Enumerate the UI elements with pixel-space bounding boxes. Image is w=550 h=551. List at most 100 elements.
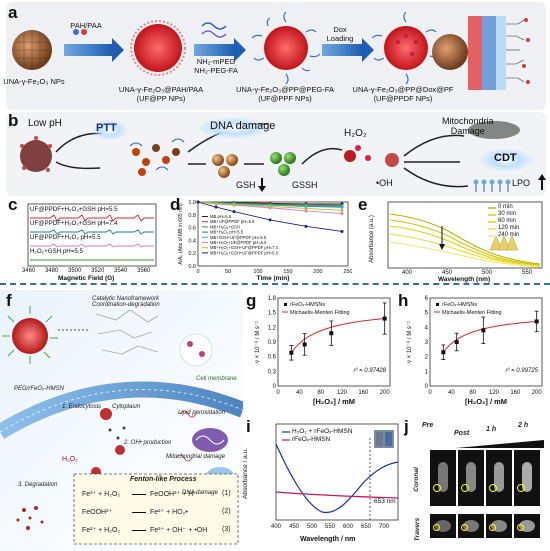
panel-label-c: c xyxy=(8,195,18,214)
svg-text:650: 650 xyxy=(361,524,372,530)
mri-coronal-post xyxy=(458,450,484,506)
g-fit-curve xyxy=(290,318,385,354)
e-xtick-3: 550 xyxy=(522,270,533,276)
h-legend-marker xyxy=(436,303,439,306)
epr-xtick-1: 3480 xyxy=(45,268,59,274)
f-reaction-1-n: (1) xyxy=(222,490,231,497)
panel-label-f: f xyxy=(6,291,12,310)
d-series-line-7 xyxy=(197,201,343,232)
g-plot-frame xyxy=(277,297,391,387)
f-endocytosis: 1. Endocytosis xyxy=(62,404,102,410)
h-xtick-2: 80 xyxy=(469,390,476,396)
step-label-2: NH₂-mPEG NH₂-PEG-FA xyxy=(194,57,238,75)
uf-ppdf-np xyxy=(384,26,428,70)
np-label-3: UNA-γ-Fe₂O₃@PP@PEG-FA (UF@PPF NPs) xyxy=(236,85,334,103)
g-ytick-6: 1.8 xyxy=(268,296,277,302)
f-reaction-3-rhs: Fe³⁺ + OH⁻ + •OH xyxy=(150,527,208,534)
e-xtick-1: 450 xyxy=(442,270,453,276)
h-legend-0: rFeOₓ-HMSNs xyxy=(442,302,477,308)
i-ylabel: Absorbance / a.u. xyxy=(241,448,249,499)
mri-trans-1h xyxy=(486,514,512,538)
h-ytick-2: 2 xyxy=(425,355,429,361)
fenton-reaction-box xyxy=(73,473,239,545)
j-2h: 2 h xyxy=(518,422,529,429)
h-ylabel: v × 10⁻⁸ / M s⁻¹ xyxy=(406,321,413,363)
h-ytick-1: 1 xyxy=(425,369,429,375)
d-series-line-4 xyxy=(197,201,343,207)
mb-degradation-chart: 0.0 0.2 0.4 0.6 0.8 1.0 0 50 100 150 200 250 Time (m… xyxy=(178,200,352,282)
np-label-4: UNA-γ-Fe₂O₃@PP@Dox@PF (UF@PPDF NPs) xyxy=(352,85,454,103)
legend-e-3: 120 min xyxy=(498,225,520,231)
panel-label-a: a xyxy=(8,3,18,22)
epr-trace-label-3: UF@PPDF+H₂O₂ pH=5.5 xyxy=(30,234,101,241)
epr-trace-label-4: H₂O₂+GSH pH=5.5 xyxy=(30,248,83,255)
g-ytick-3: 0.9 xyxy=(268,340,277,346)
uf-ppf-np xyxy=(264,26,308,70)
f-top-note: Catalytic Nanoframework Coordination-deg… xyxy=(92,296,160,308)
d-point-7-3 xyxy=(268,218,272,222)
f-h2o2: H₂O₂ xyxy=(62,456,78,463)
j-travers: Travers xyxy=(414,517,422,542)
gssh-label: GSSH xyxy=(292,180,318,190)
trace-h2o2-hmsn xyxy=(275,443,399,514)
f-oh-production: 2. OH• production xyxy=(124,440,172,446)
g-xtick-0: 0 xyxy=(276,390,280,396)
epr-trace-2 xyxy=(30,229,154,235)
d-xtick-4: 200 xyxy=(313,269,322,275)
epr-xlabel: Magnetic Field (G) xyxy=(58,275,115,282)
d-xtick-5: 250 xyxy=(343,269,352,275)
g-xlabel: [H₂O₂] / mM xyxy=(313,397,355,406)
d-series-line-5 xyxy=(197,201,343,214)
d-xtick-0: 0 xyxy=(196,269,199,275)
f-hmsn-label: PEG/rFeOₓ-HMSN xyxy=(14,386,64,392)
g-ytick-2: 0.6 xyxy=(268,355,277,361)
h-ytick-3: 3 xyxy=(425,340,429,346)
michaelis-chart-h: 0 1 2 3 4 5 6 0 40 80 120 160 200 [H₂O₂] / mM v × 10⁻⁸… xyxy=(406,296,543,406)
g-ytick-5: 1.5 xyxy=(268,311,277,317)
i-annot: 653 nm xyxy=(374,498,396,505)
ptt-label: PTT xyxy=(96,122,117,134)
d-legend-5: MB+H₂O₂+UF@PPDF pH=5.5 xyxy=(210,240,267,245)
h-plot-frame xyxy=(429,297,543,387)
epr-chart xyxy=(27,203,157,267)
g-ytick-4: 1.2 xyxy=(268,325,277,331)
mri-coronal-2h xyxy=(514,450,540,506)
d-xtick-3: 150 xyxy=(283,269,292,275)
g-xtick-2: 80 xyxy=(317,390,324,396)
h-xtick-1: 40 xyxy=(448,390,455,396)
g-xtick-1: 40 xyxy=(296,390,303,396)
legend-e-1: 30 min xyxy=(498,211,517,217)
g-xtick-3: 120 xyxy=(337,390,348,396)
step-arrow-3 xyxy=(322,44,362,56)
legend-e-2: 60 min xyxy=(498,218,517,224)
epr-xtick-3: 3520 xyxy=(91,268,105,274)
epr-trace-1 xyxy=(30,214,154,222)
e-xtick-0: 400 xyxy=(402,270,413,276)
f-degradation: 3. Degradation xyxy=(18,482,58,488)
svg-text:550: 550 xyxy=(325,524,336,530)
epr-trace-label-1: UF@PPDF+H₂O₂+GSH pH=5.5 xyxy=(30,206,118,213)
f-mito: Mitochondrial damage xyxy=(166,454,226,460)
h2o2-label-b: H₂O₂ xyxy=(344,128,367,139)
panel-label-i: i xyxy=(246,417,251,436)
d-ytick-5: 1.0 xyxy=(188,200,196,206)
j-post: Post xyxy=(454,430,470,437)
h-ytick-6: 6 xyxy=(425,296,429,302)
panel-b-scheme xyxy=(20,117,546,192)
legend-e-4: 240 min xyxy=(498,232,520,238)
d-plot-frame xyxy=(197,201,349,267)
panel-label-h: h xyxy=(398,291,409,310)
d-xtick-1: 50 xyxy=(225,269,231,275)
i-legend-1: rFeOₓ-HMSN xyxy=(292,436,331,443)
section-divider xyxy=(0,283,550,285)
cdt-label: CDT xyxy=(494,152,517,164)
f-cell-membrane: Cell membrane xyxy=(196,376,237,382)
d-legend-7: MB+H₂O₂+GSH+UF@PPDF pH=5.5 xyxy=(210,250,279,255)
f-arrow-1 xyxy=(132,494,146,495)
f-dna: DNA damage xyxy=(182,490,218,496)
d-ytick-4: 0.8 xyxy=(188,213,196,219)
f-cytoplasm: Cytoplasm xyxy=(112,404,141,410)
d-ytick-0: 0.0 xyxy=(188,264,196,270)
e-xtick-2: 500 xyxy=(482,270,493,276)
absorbance-spectrum-e xyxy=(387,201,543,269)
